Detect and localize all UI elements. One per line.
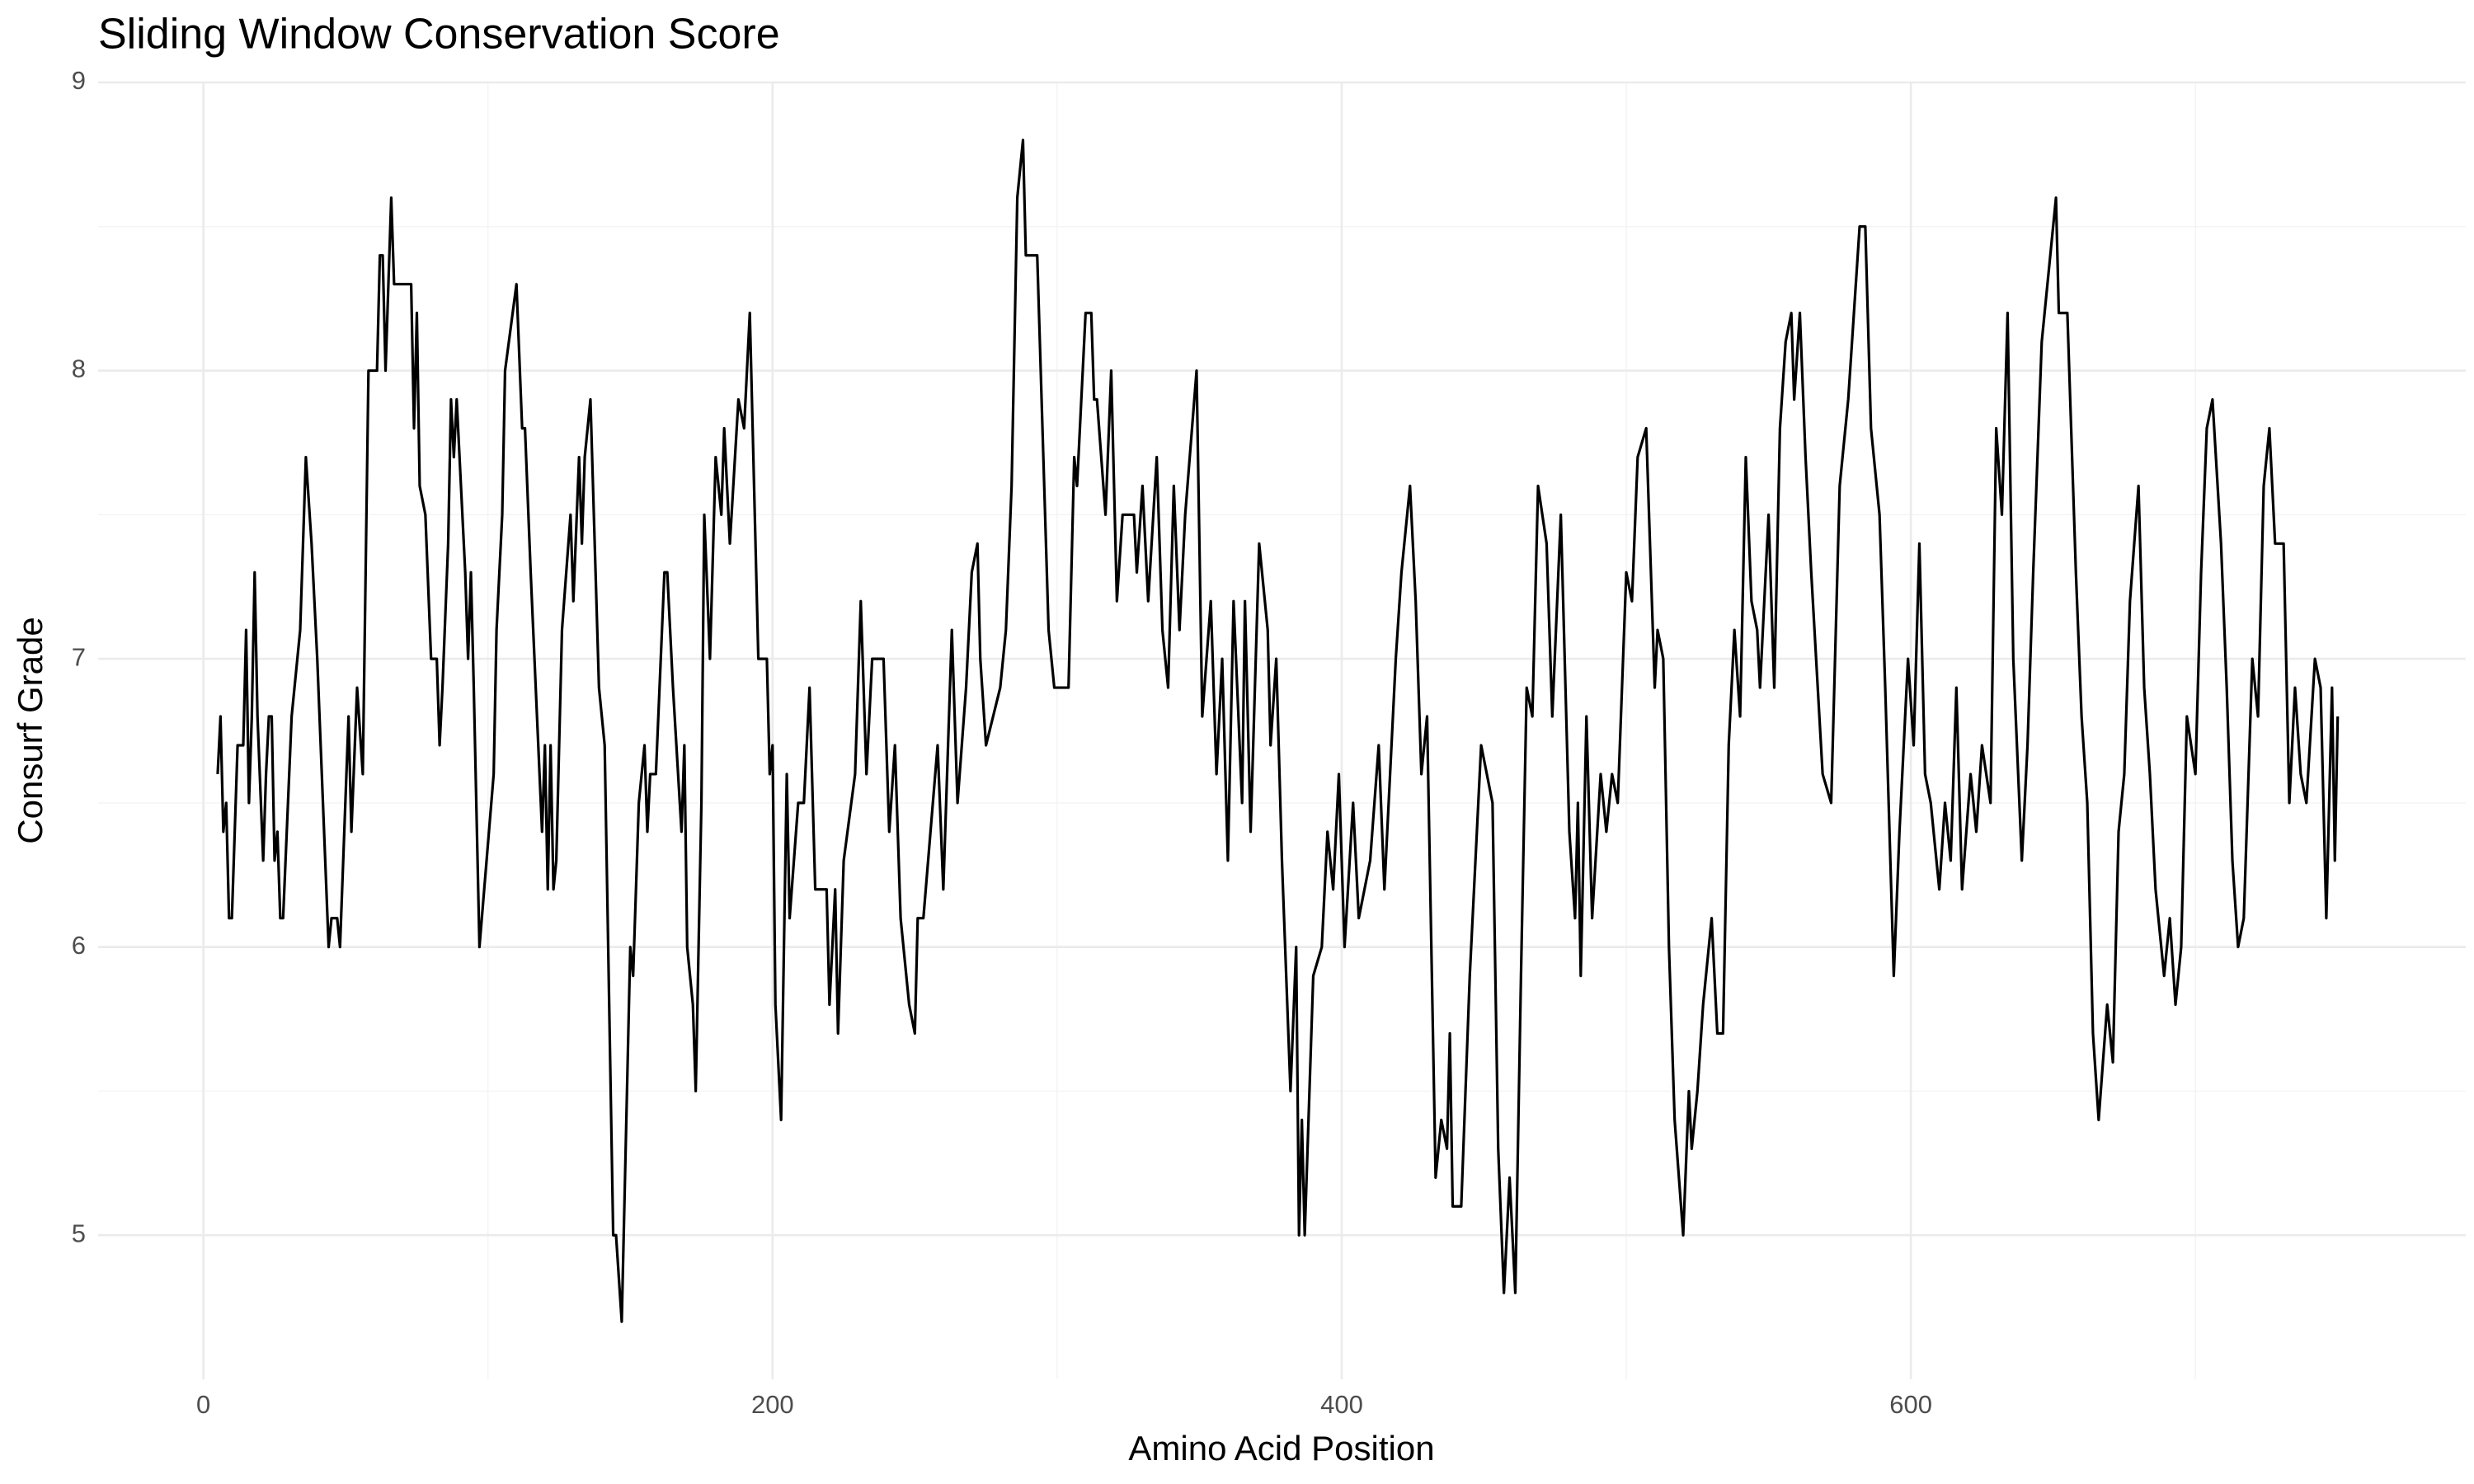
- y-tick-label: 7: [72, 642, 86, 671]
- x-tick-label: 200: [751, 1390, 794, 1419]
- x-axis-title: Amino Acid Position: [1128, 1429, 1434, 1468]
- y-tick-label: 8: [72, 355, 86, 383]
- x-tick-label: 0: [196, 1390, 210, 1419]
- y-axis-title: Consurf Grade: [11, 617, 49, 843]
- x-tick-label: 400: [1320, 1390, 1363, 1419]
- y-tick-label: 6: [72, 931, 86, 960]
- y-tick-label: 5: [72, 1219, 86, 1247]
- y-tick-label: 9: [72, 66, 86, 95]
- chart-title: Sliding Window Conservation Score: [98, 11, 780, 59]
- x-tick-label: 600: [1889, 1390, 1932, 1419]
- data-line: [216, 139, 2340, 1323]
